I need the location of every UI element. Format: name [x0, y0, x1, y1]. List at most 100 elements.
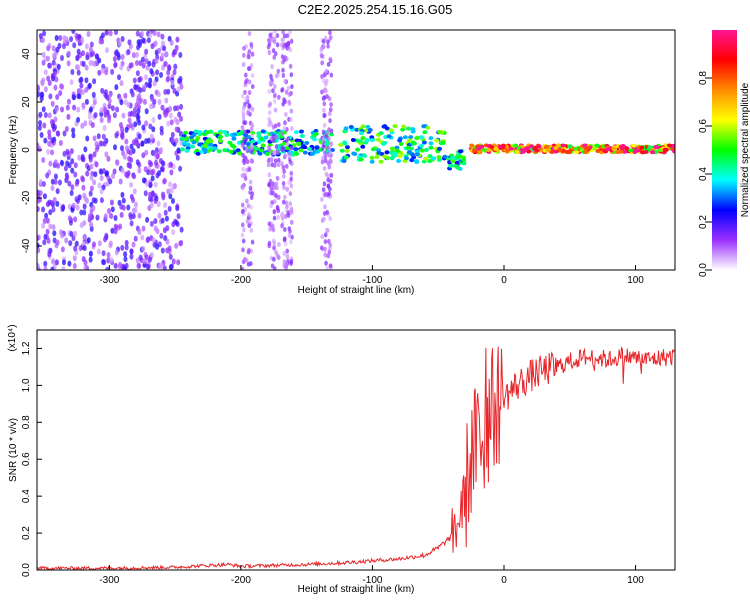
spectrogram-cell [410, 152, 416, 157]
spectrogram-cell [71, 132, 76, 139]
spectrogram-cell [384, 150, 390, 155]
spectrogram-cell [392, 124, 398, 129]
spectrogram-cell [244, 146, 249, 152]
spectrogram-cell [44, 212, 49, 219]
spectrogram-cell [327, 238, 331, 244]
snr-x-tick-label: -100 [362, 575, 382, 586]
spectrogram-cell [112, 112, 117, 119]
spectrogram-cell [243, 89, 247, 95]
spectrogram-cell [105, 266, 110, 270]
spectrogram-cell [124, 244, 129, 251]
spectrogram-cell [176, 147, 181, 154]
spectrogram-cell [62, 35, 67, 42]
spectrogram-cell [134, 60, 139, 67]
spectrogram-cell [138, 60, 143, 67]
spectrogram-cell [175, 154, 180, 161]
spectrogram-cell [285, 141, 290, 147]
spectrogram-cell [237, 151, 243, 156]
spectrogram-cell [88, 153, 93, 160]
spectrogram-cell [398, 142, 404, 147]
spectrogram-cell [88, 256, 93, 263]
spectrogram-cell [249, 194, 254, 200]
spectrogram-cell [268, 32, 273, 38]
spectrogram-cell [46, 148, 51, 155]
spectrogram-cell [92, 135, 97, 142]
spectrogram-cell [168, 193, 173, 200]
snr-y-tick-label: 0.2 [21, 526, 32, 540]
spectrogram-cell [405, 126, 411, 131]
spectrogram-cell [164, 97, 169, 104]
spectrogram-cell [280, 130, 285, 136]
spectrogram-cell [298, 148, 304, 153]
spectrogram-cell [63, 165, 68, 172]
spectrogram-cell [281, 30, 285, 35]
spectrogram-cell [47, 79, 52, 86]
spectrogram-cell [205, 130, 211, 135]
spectrogram-cell [80, 50, 85, 57]
spectrogram-cell [122, 266, 127, 270]
spectrogram-cell [43, 69, 48, 76]
spectrogram-cell [104, 151, 109, 158]
spectrogram-cell [442, 154, 448, 159]
spectrogram-cell [55, 188, 60, 195]
spectrogram-cell [155, 243, 160, 250]
spectrogram-cell [55, 239, 60, 246]
snr-y-tick-label: 0.8 [21, 415, 32, 429]
spectrogram-cell [135, 159, 140, 166]
spectrogram-cell [418, 143, 424, 148]
spectrogram-cell [284, 111, 288, 117]
spectrogram-cell [240, 185, 245, 191]
spectrogram-cell [119, 64, 124, 71]
spectrogram-cell [71, 127, 76, 134]
spectrogram-cell [155, 172, 160, 179]
spectrogram-cell [242, 45, 246, 51]
spectrogram-cell [76, 116, 81, 123]
spectrogram-cell [282, 251, 287, 257]
spectrogram-cell [159, 232, 164, 239]
spectrogram-cell [163, 61, 168, 68]
spectrogram-cell [99, 197, 104, 204]
spectrogram-cell [296, 141, 302, 146]
spectrogram-cell [48, 93, 53, 100]
spectrogram-cell [150, 175, 155, 182]
spectrogram-cell [94, 53, 99, 60]
spectrogram-cell [363, 128, 369, 133]
spectrogram-cell [128, 214, 133, 221]
spectrogram-cell [281, 146, 286, 152]
spectrogram-cell [146, 37, 151, 44]
spectrogram-cell [160, 52, 165, 59]
spectrogram-cell [271, 48, 276, 54]
spectrogram-cell [293, 147, 299, 152]
spectrogram-cell [245, 141, 251, 146]
snr-y-tick-label: 1.0 [21, 378, 32, 392]
spectrogram-cell [400, 127, 406, 132]
spectrogram-cell [140, 30, 145, 37]
spectrogram-cell [197, 130, 203, 135]
spectrogram-cell [437, 130, 443, 135]
snr-y-tick-label: 0.0 [21, 563, 32, 577]
spectrogram-cell [94, 141, 99, 148]
spectrogram-cell [283, 227, 287, 233]
spectrogram-cell [319, 46, 324, 52]
spectrogram-cell [298, 129, 304, 134]
spectrogram-cell [130, 91, 135, 98]
spectrogram-cell [80, 155, 85, 162]
spectrogram-cell [271, 223, 275, 229]
spectrogram-cell [94, 146, 99, 153]
spectrogram-cell [156, 91, 161, 98]
spectrogram-cell [263, 135, 269, 140]
spectrogram-cell [59, 83, 64, 90]
spectrogram-cell [117, 74, 122, 81]
spectrogram-cell [369, 155, 375, 160]
spectrogram-cell [370, 147, 376, 152]
spectrogram-cell [43, 112, 48, 119]
spectrogram-cell [161, 40, 166, 47]
spectrogram-cell [153, 218, 158, 225]
spectrogram-cell [42, 30, 47, 37]
spectrogram-cell [269, 203, 273, 209]
spectrogram-cell [274, 73, 279, 79]
spectrogram-cell [162, 45, 167, 52]
spectrogram-cell [324, 68, 328, 74]
spectrogram-cell [45, 228, 50, 235]
spectrogram-cell [281, 173, 286, 179]
